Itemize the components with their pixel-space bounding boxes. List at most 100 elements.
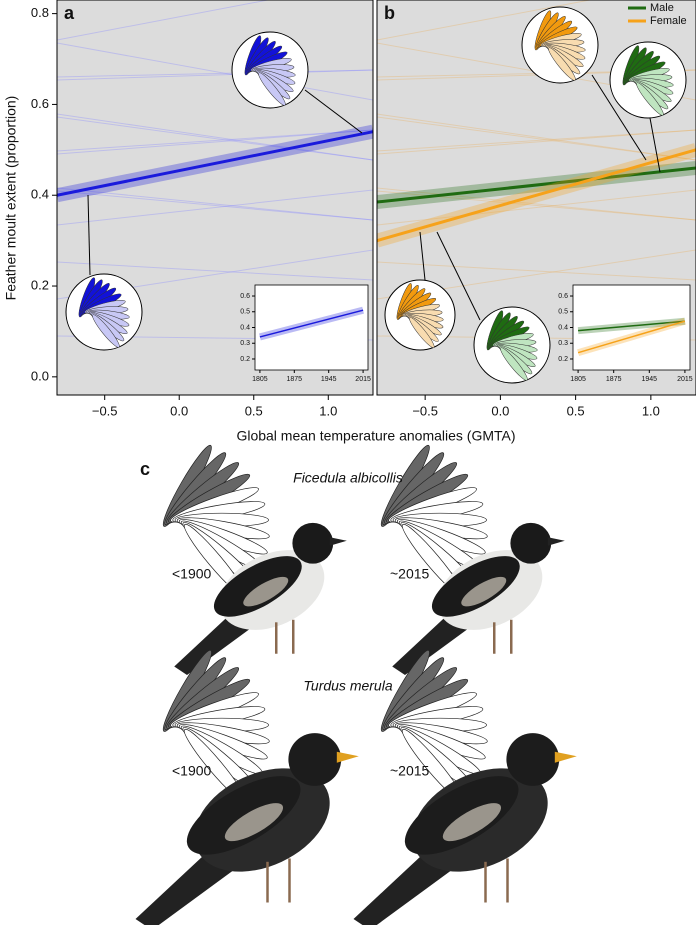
trend-line (259, 309, 364, 338)
period-label: ~2015 (390, 566, 430, 582)
y-tick-label: 0.5 (240, 309, 250, 316)
bird-beak (336, 751, 359, 763)
period-label: ~2015 (390, 763, 430, 779)
x-tick-label: 0.0 (491, 403, 509, 418)
bird-illustration (135, 733, 359, 925)
legend-label: Female (650, 15, 687, 27)
x-tick-label: −0.5 (92, 403, 118, 418)
bird-head (510, 522, 552, 564)
species-name: Turdus merula (303, 678, 392, 694)
wing-outline (162, 649, 270, 802)
bird-head (292, 522, 334, 564)
x-tick-label: 0.5 (567, 403, 585, 418)
x-tick-label: 1.0 (319, 403, 337, 418)
background-line (57, 0, 271, 41)
panel-frame (376, 0, 696, 396)
background-line (377, 113, 696, 161)
y-tick-label: 0.6 (558, 293, 568, 300)
background-line (57, 129, 373, 152)
y-tick-label: 0.6 (240, 293, 250, 300)
y-tick-label: 0.8 (31, 5, 49, 20)
trend-line (376, 166, 696, 204)
background-line (57, 116, 373, 161)
bird-head (506, 733, 560, 786)
x-tick-label: 1805 (252, 376, 268, 383)
background-line (57, 187, 373, 221)
x-tick-label: 1.0 (642, 403, 660, 418)
period-label: <1900 (172, 763, 212, 779)
x-tick-label: 0.5 (245, 403, 263, 418)
panel-label: c (140, 459, 150, 479)
bird-illustration (392, 522, 565, 675)
plot: 1805 1875 1945 2015 0.2 0.3 0.4 0.5 0.6 (240, 284, 371, 383)
bird-beak (547, 537, 565, 546)
y-tick-label: 0.3 (558, 340, 568, 347)
bird-wing-panel (243, 576, 289, 607)
connector (649, 117, 661, 173)
background-line (57, 69, 373, 78)
feather (92, 314, 120, 348)
feather (548, 47, 576, 81)
background-line (57, 42, 373, 101)
background-line (377, 129, 696, 155)
x-tick-label: 2015 (355, 376, 371, 383)
connector (591, 74, 647, 161)
background-line (57, 261, 373, 281)
x-tick-label: 2015 (677, 376, 693, 383)
bird-wing (431, 556, 520, 617)
x-tick-label: 1945 (321, 376, 337, 383)
y-tick-label: 0.0 (31, 368, 49, 383)
connector (304, 89, 363, 134)
period-label: <1900 (172, 566, 212, 582)
wing-icon (231, 31, 309, 109)
wing-icon (384, 279, 456, 351)
x-tick-label: 1875 (606, 376, 622, 383)
plot: −0.5 0.0 0.5 1.0 0.0 0.2 0.4 0.6 0.8 (31, 0, 374, 418)
bird-wing-panel (224, 803, 284, 842)
bird-wing-panel (461, 576, 507, 607)
inset-box (572, 284, 691, 371)
bird-head (288, 733, 342, 786)
bird-wing (404, 776, 519, 855)
wing-icon (521, 6, 599, 84)
y-tick-label: 0.5 (558, 309, 568, 316)
background-line (57, 190, 373, 221)
background-line (57, 129, 373, 155)
y-tick-label: 0.3 (240, 340, 250, 347)
y-axis-label: Feather moult extent (proportion) (3, 96, 19, 301)
background-line (57, 113, 373, 161)
background-line (377, 129, 696, 152)
bird-illustration (353, 733, 577, 925)
legend-label: Male (650, 2, 674, 14)
panel-label: b (384, 3, 395, 23)
panel-label: a (64, 3, 75, 23)
background-line (377, 261, 696, 281)
trend-line (577, 320, 686, 354)
background-line (57, 69, 373, 81)
connector (436, 231, 481, 321)
plot: 1805 1875 1945 2015 0.2 0.3 0.4 0.5 0.6 (558, 284, 693, 383)
background-line (377, 116, 696, 161)
x-tick-label: 1945 (642, 376, 658, 383)
bird-wing-panel (442, 803, 502, 842)
connector (419, 231, 426, 281)
feather (409, 317, 435, 348)
y-tick-label: 0.2 (240, 356, 250, 363)
bird-illustration (174, 522, 347, 675)
background-line (57, 189, 373, 226)
panel-frame (56, 0, 374, 396)
bird-beak (329, 537, 347, 546)
trend-line (56, 130, 374, 197)
x-tick-label: 0.0 (170, 403, 188, 418)
x-axis-label: Global mean temperature anomalies (GMTA) (236, 428, 515, 444)
background-line (377, 189, 696, 226)
feather (500, 347, 528, 381)
feather (258, 72, 286, 106)
x-tick-label: 1805 (570, 376, 586, 383)
y-tick-label: 0.4 (240, 324, 250, 331)
y-tick-label: 0.6 (31, 96, 49, 111)
feather (636, 82, 664, 116)
background-line (377, 0, 593, 41)
wing-icon (609, 41, 687, 119)
